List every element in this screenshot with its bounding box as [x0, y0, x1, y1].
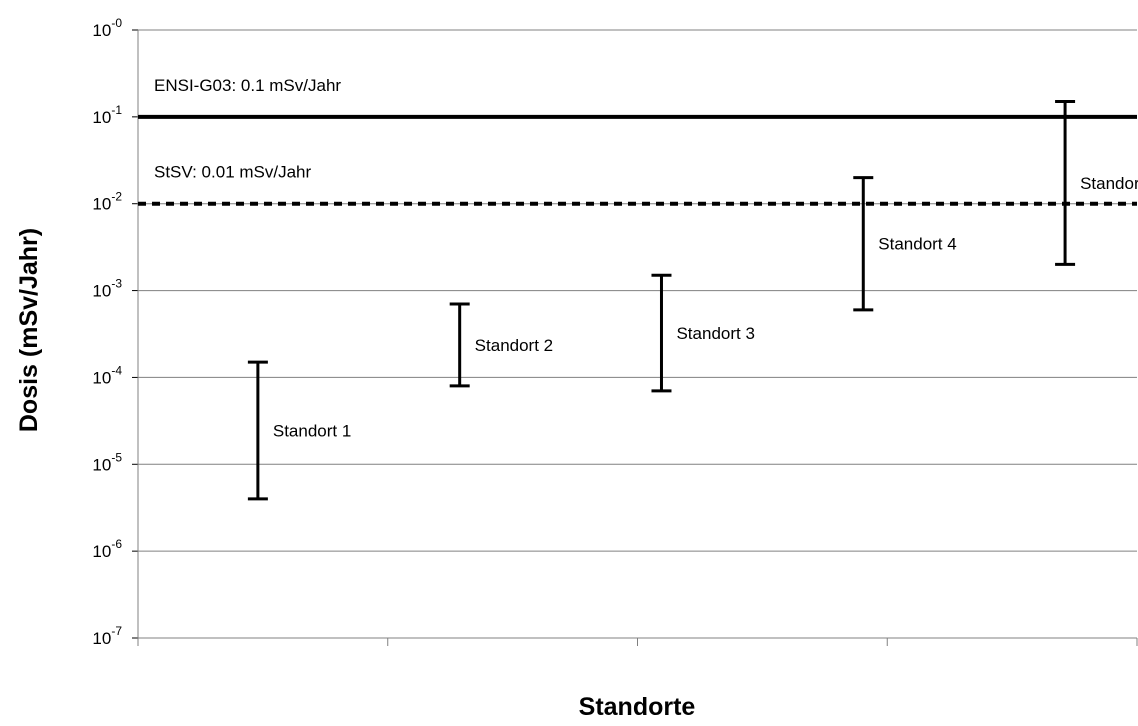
- y-tick-label: 10-3: [92, 277, 122, 301]
- error-bars: Standort 1 Standort 2 Standort 3 Standort 4…: [248, 102, 1138, 499]
- x-axis-title: Standorte: [579, 693, 696, 721]
- y-tick-label: 10-7: [92, 624, 122, 648]
- y-tick-label: 10-6: [92, 537, 122, 561]
- y-tick-label: 10-0: [92, 16, 122, 40]
- y-tick-label: 10-2: [92, 190, 122, 214]
- reference-line-label: StSV: 0.01 mSv/Jahr: [154, 163, 311, 182]
- range-label: Standort 5: [1080, 174, 1138, 193]
- range-label: Standort 4: [878, 235, 956, 254]
- range-label: Standort 1: [273, 421, 351, 440]
- gridlines: [138, 30, 1137, 551]
- axes: 10-0 10-1 10-2 10-3 10-4 10-5 10-6 10-7: [92, 16, 1137, 648]
- y-tick-label: 10-5: [92, 450, 122, 474]
- range-label: Standort 2: [475, 336, 553, 355]
- y-tick-label: 10-1: [92, 103, 122, 127]
- reference-lines: ENSI-G03: 0.1 mSv/Jahr StSV: 0.01 mSv/Jah…: [138, 76, 1137, 204]
- reference-line-label: ENSI-G03: 0.1 mSv/Jahr: [154, 76, 341, 95]
- y-tick-label: 10-4: [92, 363, 122, 387]
- range-label: Standort 3: [676, 324, 754, 343]
- y-axis-title: Dosis (mSv/Jahr): [15, 228, 43, 432]
